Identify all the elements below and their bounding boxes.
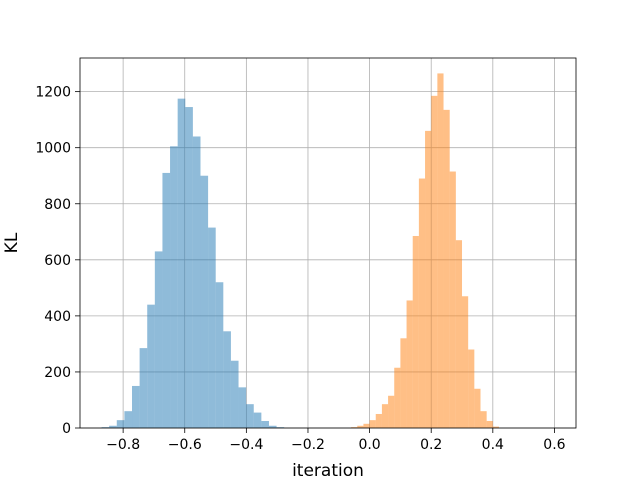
- y-tick-label: 1000: [35, 141, 71, 157]
- histogram-bar-series-1: [268, 425, 277, 428]
- histogram-bar-series-2: [351, 427, 358, 428]
- histogram-bar-series-2: [363, 423, 370, 428]
- histogram-bar-series-2: [394, 367, 401, 428]
- x-tick-label: −0.8: [106, 437, 140, 453]
- histogram-bar-series-2: [462, 296, 469, 428]
- histogram-bar-series-2: [400, 338, 407, 428]
- y-tick-label: 1200: [35, 85, 71, 101]
- histogram-bar-series-1: [215, 282, 224, 428]
- histogram-bar-series-2: [443, 109, 450, 428]
- histogram-bar-series-1: [238, 387, 247, 428]
- histogram-bar-series-2: [480, 411, 487, 428]
- histogram-bar-series-2: [357, 425, 364, 428]
- y-axis-ticks: 0 200 400 600 800 1000 1200: [35, 85, 80, 437]
- histogram-bar-series-2: [468, 349, 475, 428]
- x-axis-title: iteration: [292, 461, 364, 480]
- x-axis-ticks: −0.8 −0.6 −0.4 −0.2 0.0 0.2 0.4 0.6: [106, 428, 566, 453]
- x-tick-label: 0.4: [482, 437, 504, 453]
- histogram-bar-series-1: [208, 227, 216, 428]
- histogram-bar-series-2: [381, 404, 389, 428]
- histogram-bar-series-2: [369, 420, 376, 428]
- histogram-bar-series-1: [200, 175, 209, 428]
- x-tick-label: −0.4: [229, 437, 263, 453]
- histogram-bar-series-1: [261, 420, 269, 428]
- y-tick-label: 400: [44, 309, 71, 325]
- histogram-bar-series-2: [375, 413, 382, 428]
- histogram-bar-series-1: [177, 98, 186, 429]
- x-tick-label: −0.2: [291, 437, 325, 453]
- histogram-bar-series-2: [437, 73, 444, 429]
- histogram-bar-series-2: [406, 300, 413, 428]
- x-tick-label: 0.6: [543, 437, 565, 453]
- histogram-bar-series-1: [139, 348, 148, 428]
- histogram-bar-series-2: [486, 420, 493, 428]
- x-tick-label: 0.2: [420, 437, 442, 453]
- y-tick-label: 0: [62, 421, 71, 437]
- y-tick-label: 600: [44, 253, 71, 269]
- histogram-bar-series-2: [388, 395, 395, 428]
- histogram-bar-series-1: [223, 331, 231, 428]
- histogram-bar-series-1: [116, 420, 125, 428]
- histogram-bar-series-1: [230, 360, 239, 428]
- histogram-bar-series-1: [246, 404, 254, 428]
- histogram-bar-series-1: [109, 425, 117, 428]
- histogram-bar-series-2: [431, 95, 438, 428]
- histogram-bar-series-2: [455, 240, 463, 428]
- histogram-bar-series-2: [474, 388, 481, 428]
- histogram-bar-series-1: [154, 251, 163, 428]
- histogram-bar-series-1: [253, 412, 262, 428]
- histogram-bar-series-1: [185, 107, 193, 428]
- plot-frame: [79, 57, 577, 429]
- histogram-bar-series-1: [101, 427, 110, 428]
- histogram-bar-series-2: [412, 235, 419, 428]
- histogram-bar-series-1: [162, 172, 171, 428]
- histogram-bar-series-2: [425, 130, 432, 428]
- histogram-bars: [101, 73, 499, 429]
- y-axis-title: KL: [2, 232, 22, 253]
- histogram-bar-series-1: [147, 304, 155, 428]
- x-tick-label: 0.0: [358, 437, 380, 453]
- histogram-bar-series-2: [449, 171, 456, 429]
- histogram-bar-series-1: [124, 411, 133, 428]
- histogram-bar-series-1: [192, 136, 201, 428]
- histogram-bar-series-1: [276, 427, 285, 428]
- histogram-bar-series-1: [132, 385, 140, 428]
- histogram-bar-series-2: [418, 178, 426, 428]
- histogram-bar-series-1: [170, 146, 178, 428]
- y-tick-label: 800: [44, 197, 71, 213]
- y-tick-label: 200: [44, 365, 71, 381]
- histogram-bar-series-2: [492, 426, 499, 428]
- x-tick-label: −0.6: [168, 437, 202, 453]
